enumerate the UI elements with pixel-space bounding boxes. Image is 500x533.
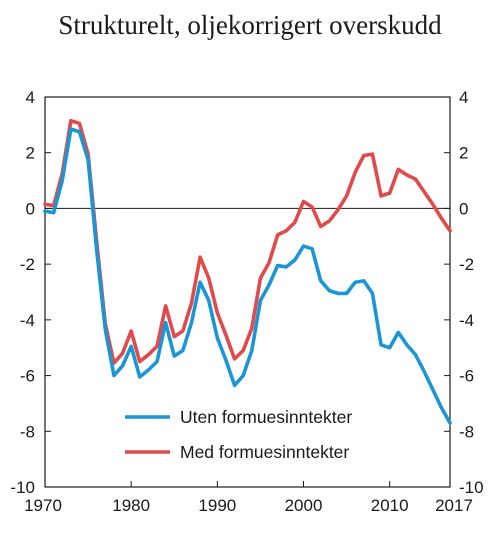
x-tick-label: 2017 [435, 496, 473, 515]
y-tick-label-right: 2 [459, 144, 468, 163]
y-tick-label-right: -4 [459, 311, 474, 330]
y-tick-label-right: -2 [459, 255, 474, 274]
series-line [43, 118, 452, 365]
y-tick-label-left: -4 [20, 311, 35, 330]
legend-label: Med formuesinntekter [180, 442, 349, 462]
plot-frame [44, 96, 451, 488]
x-tick-label: 1990 [198, 496, 236, 515]
legend: Uten formuesinntekter Med formuesinntekte… [125, 407, 352, 462]
y-tick-label-left: 2 [26, 144, 35, 163]
series-lines [43, 118, 452, 425]
y-tick-label-left: 0 [26, 199, 35, 218]
y-tick-label-right: 0 [459, 199, 468, 218]
y-tick-label-left: -6 [20, 367, 35, 386]
x-tick-label: 1980 [112, 496, 150, 515]
x-tick-label: 2010 [371, 496, 409, 515]
y-tick-label-right: 4 [459, 88, 468, 107]
y-tick-label-left: -10 [10, 478, 35, 497]
y-tick-label-left: -2 [20, 255, 35, 274]
legend-label: Uten formuesinntekter [180, 407, 352, 427]
y-tick-label-right: -8 [459, 422, 474, 441]
x-tick-label: 2000 [285, 496, 323, 515]
y-tick-label-right: -6 [459, 367, 474, 386]
y-tick-label-left: -8 [20, 422, 35, 441]
x-tick-label: 1970 [24, 496, 62, 515]
series-line [43, 127, 452, 425]
y-tick-label-right: -10 [459, 478, 484, 497]
y-tick-label-left: 4 [26, 88, 35, 107]
chart-title: Strukturelt, oljekorrigert overskudd [58, 10, 442, 40]
